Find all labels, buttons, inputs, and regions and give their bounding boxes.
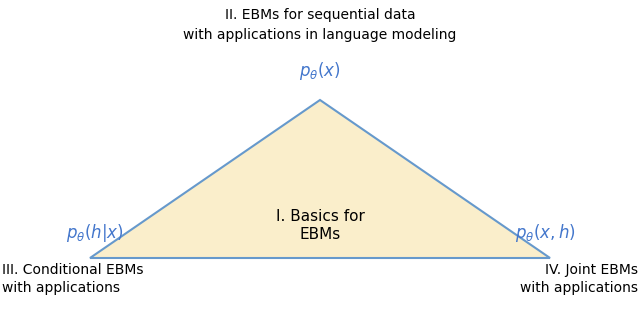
Text: with applications: with applications (520, 281, 638, 295)
Text: $p_{\theta}(h|x)$: $p_{\theta}(h|x)$ (66, 222, 124, 244)
Text: $p_{\theta}(x,h)$: $p_{\theta}(x,h)$ (515, 222, 575, 244)
Polygon shape (90, 100, 550, 258)
Text: I. Basics for
EBMs: I. Basics for EBMs (276, 209, 364, 241)
Text: III. Conditional EBMs: III. Conditional EBMs (2, 263, 143, 277)
Text: IV. Joint EBMs: IV. Joint EBMs (545, 263, 638, 277)
Text: $p_{\theta}(x)$: $p_{\theta}(x)$ (299, 60, 341, 82)
Text: with applications in language modeling: with applications in language modeling (183, 28, 457, 42)
Text: with applications: with applications (2, 281, 120, 295)
Text: II. EBMs for sequential data: II. EBMs for sequential data (225, 8, 415, 22)
